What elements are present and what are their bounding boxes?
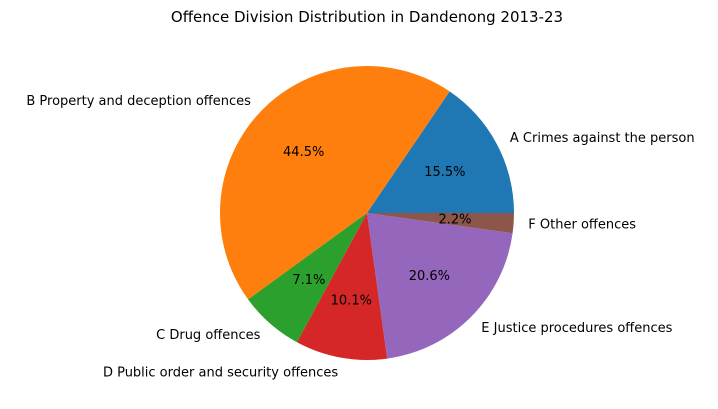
slice-label-c: C Drug offences	[156, 328, 260, 343]
pie-slice-e	[367, 213, 513, 359]
pie-slice-f	[367, 213, 514, 234]
pie-slices	[219, 65, 514, 361]
slice-label-f: F Other offences	[528, 218, 636, 233]
chart-title: Offence Division Distribution in Dandeno…	[171, 8, 563, 26]
pct-label-b: 44.5%	[283, 145, 324, 160]
pie-slice-c	[248, 213, 367, 343]
pct-label-e: 20.6%	[409, 269, 450, 284]
slice-label-d: D Public order and security offences	[103, 366, 338, 381]
pie-slice-d	[296, 213, 388, 361]
pct-label-f: 2.2%	[438, 213, 471, 228]
percent-labels: 15.5% 44.5% 7.1% 10.1% 20.6% 2.2%	[283, 145, 471, 308]
slice-label-b: B Property and deception offences	[26, 94, 251, 109]
pie-slice-b	[219, 65, 450, 300]
pct-label-d: 10.1%	[331, 293, 372, 308]
slice-labels: A Crimes against the person B Property an…	[26, 94, 694, 381]
slice-label-e: E Justice procedures offences	[481, 321, 672, 336]
pie-slice-a	[367, 91, 514, 213]
pct-label-c: 7.1%	[292, 273, 325, 288]
slice-label-a: A Crimes against the person	[510, 131, 695, 146]
pct-label-a: 15.5%	[424, 165, 465, 180]
